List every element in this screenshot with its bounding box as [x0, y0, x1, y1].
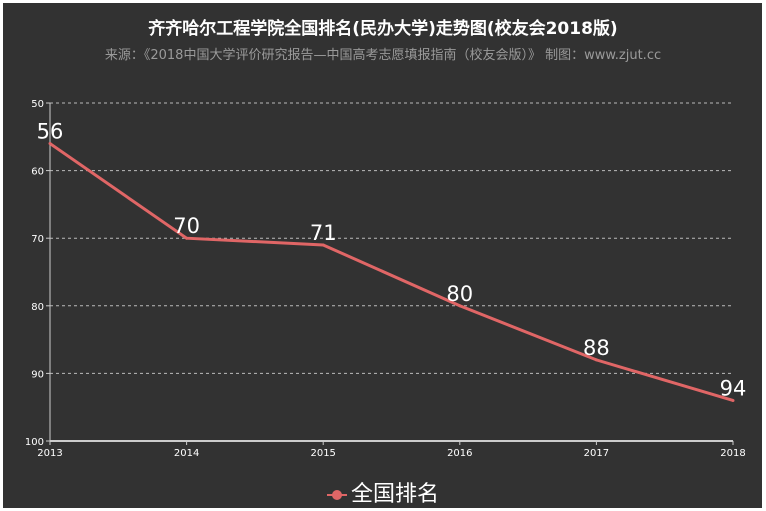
y-tick-label: 90	[31, 369, 44, 380]
series-line	[49, 142, 734, 402]
data-label: 56	[37, 120, 64, 144]
y-tick-label: 50	[31, 99, 44, 110]
x-tick-label: 2014	[174, 448, 199, 459]
chart-subtitle: 来源：《2018中国大学评价研究报告—中国高考志愿填报指南（校友会版）》 制图：…	[104, 48, 662, 63]
data-point	[185, 236, 189, 240]
data-label: 80	[446, 282, 473, 306]
x-tick-label: 2017	[584, 448, 609, 459]
data-point	[458, 304, 462, 308]
x-tick-label: 2013	[37, 448, 62, 459]
x-tick-label: 2015	[310, 448, 335, 459]
data-point	[731, 398, 735, 402]
x-tick-label: 2016	[447, 448, 472, 459]
y-tick-label: 100	[25, 437, 44, 448]
chart-title: 齐齐哈尔工程学院全国排名(民办大学)走势图(校友会2018版)	[148, 19, 618, 39]
legend[interactable]: 全国排名	[0, 476, 766, 508]
y-tick-label: 60	[31, 167, 44, 178]
data-label: 71	[310, 221, 337, 245]
data-point	[48, 142, 52, 146]
y-tick-label: 70	[31, 234, 44, 245]
data-label: 94	[720, 376, 747, 400]
legend-label: 全国排名	[350, 482, 439, 507]
data-point	[321, 243, 325, 247]
data-label: 70	[173, 214, 200, 238]
x-tick-label: 2018	[720, 448, 745, 459]
data-label: 88	[583, 336, 610, 360]
y-tick-label: 80	[31, 302, 44, 313]
data-point	[594, 358, 598, 362]
chart-panel	[3, 3, 762, 508]
legend-marker-icon	[326, 490, 347, 500]
